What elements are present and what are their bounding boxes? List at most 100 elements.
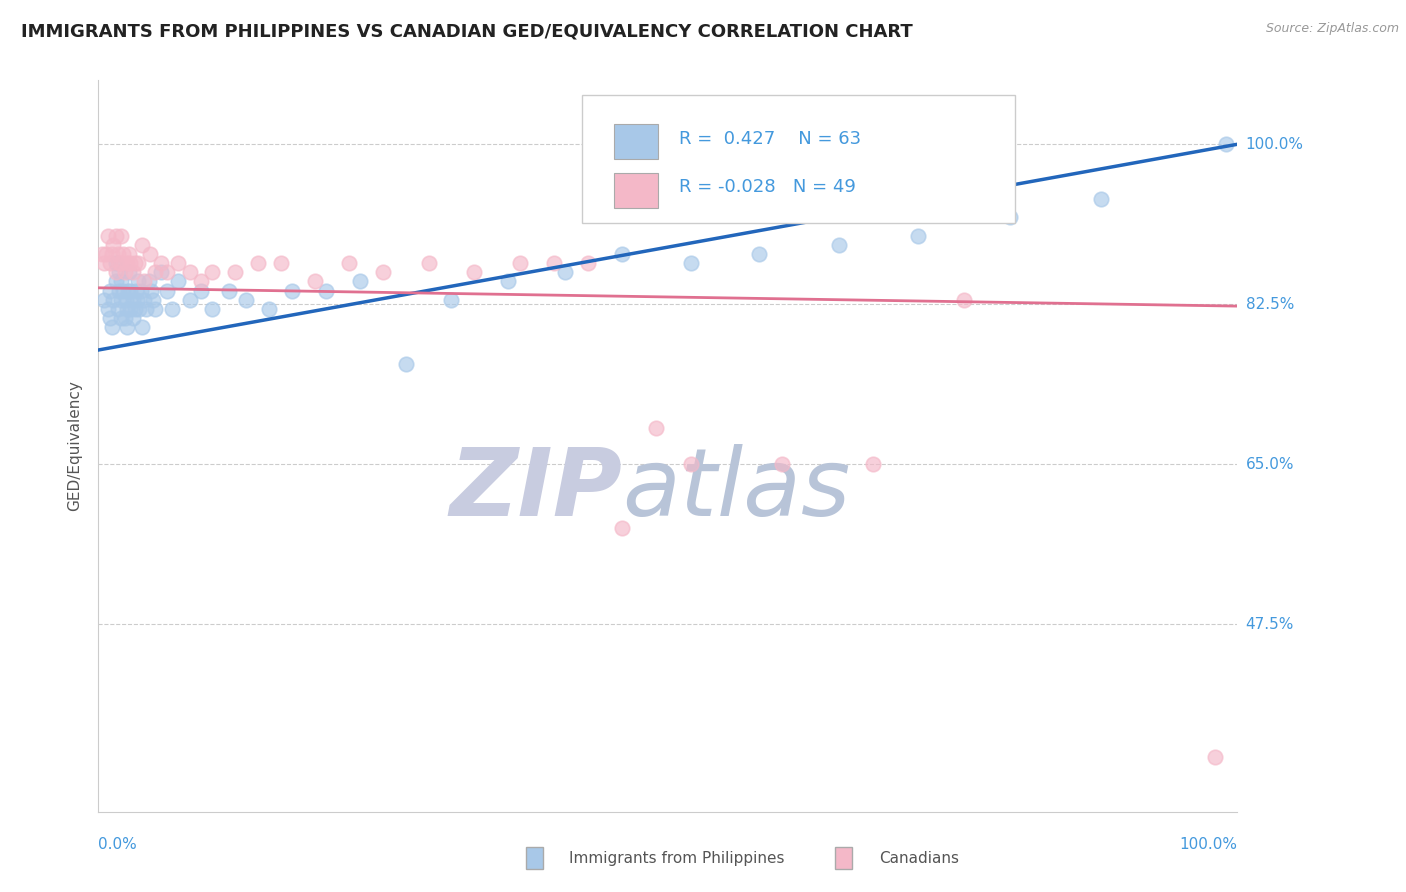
Point	[138, 274, 160, 288]
Point	[117, 284, 139, 298]
Point	[115, 301, 138, 316]
Text: 100.0%: 100.0%	[1246, 136, 1303, 152]
Point	[907, 228, 929, 243]
Y-axis label: GED/Equivalency: GED/Equivalency	[67, 381, 83, 511]
Point	[114, 265, 136, 279]
Point	[612, 247, 634, 261]
Point	[145, 301, 167, 316]
Point	[156, 265, 179, 279]
Point	[131, 320, 153, 334]
Point	[115, 256, 138, 270]
Point	[90, 247, 112, 261]
Point	[108, 256, 131, 270]
Text: atlas: atlas	[623, 444, 851, 535]
Text: ZIP: ZIP	[450, 444, 623, 536]
Point	[128, 301, 150, 316]
Point	[110, 293, 132, 307]
FancyBboxPatch shape	[614, 124, 658, 160]
Point	[201, 265, 224, 279]
Point	[554, 265, 576, 279]
Point	[612, 521, 634, 535]
Point	[201, 301, 224, 316]
Point	[862, 457, 884, 471]
Point	[110, 311, 132, 326]
Point	[218, 284, 240, 298]
Point	[98, 256, 121, 270]
Point	[162, 301, 184, 316]
Point	[281, 284, 304, 298]
Point	[132, 274, 155, 288]
Point	[98, 311, 121, 326]
Point	[463, 265, 485, 279]
Point	[167, 256, 190, 270]
Point	[498, 274, 520, 288]
Point	[96, 301, 118, 316]
Point	[135, 301, 157, 316]
Point	[115, 320, 138, 334]
Point	[748, 247, 770, 261]
Point	[349, 274, 371, 288]
Point	[167, 274, 190, 288]
Point	[576, 256, 599, 270]
Text: R = -0.028   N = 49: R = -0.028 N = 49	[679, 178, 856, 196]
Point	[156, 284, 179, 298]
Text: 82.5%: 82.5%	[1246, 297, 1294, 312]
Point	[112, 284, 135, 298]
Point	[127, 274, 149, 288]
Point	[107, 301, 129, 316]
Point	[998, 211, 1021, 225]
Point	[179, 293, 201, 307]
Point	[110, 228, 132, 243]
Point	[246, 256, 269, 270]
Text: 47.5%: 47.5%	[1246, 616, 1294, 632]
Point	[142, 293, 165, 307]
Point	[127, 256, 149, 270]
Point	[953, 293, 976, 307]
Point	[124, 256, 146, 270]
Point	[101, 247, 124, 261]
Point	[93, 293, 115, 307]
Point	[103, 293, 125, 307]
Point	[259, 301, 281, 316]
Point	[395, 357, 418, 371]
Point	[770, 457, 793, 471]
Point	[235, 293, 257, 307]
Point	[304, 274, 326, 288]
Point	[101, 320, 124, 334]
Point	[121, 265, 143, 279]
Text: 0.0%: 0.0%	[98, 837, 138, 852]
Point	[121, 311, 143, 326]
Point	[98, 284, 121, 298]
Point	[96, 247, 118, 261]
Point	[127, 293, 149, 307]
Point	[104, 274, 127, 288]
Point	[645, 421, 668, 435]
Text: 100.0%: 100.0%	[1180, 837, 1237, 852]
Point	[107, 247, 129, 261]
Point	[118, 247, 141, 261]
Point	[150, 265, 173, 279]
Point	[131, 238, 153, 252]
Point	[120, 256, 142, 270]
FancyBboxPatch shape	[582, 95, 1015, 223]
Point	[509, 256, 531, 270]
Point	[139, 284, 162, 298]
Point	[114, 293, 136, 307]
Point	[828, 238, 851, 252]
Point	[132, 293, 155, 307]
Point	[96, 228, 118, 243]
Point	[679, 457, 702, 471]
Point	[120, 284, 142, 298]
Point	[440, 293, 463, 307]
Point	[1204, 749, 1226, 764]
Point	[371, 265, 394, 279]
Point	[138, 247, 160, 261]
Text: 65.0%: 65.0%	[1246, 457, 1294, 472]
Text: Immigrants from Philippines: Immigrants from Philippines	[569, 851, 785, 865]
Point	[104, 265, 127, 279]
Point	[104, 228, 127, 243]
Point	[190, 274, 212, 288]
Point	[103, 238, 125, 252]
Point	[124, 301, 146, 316]
Point	[337, 256, 360, 270]
